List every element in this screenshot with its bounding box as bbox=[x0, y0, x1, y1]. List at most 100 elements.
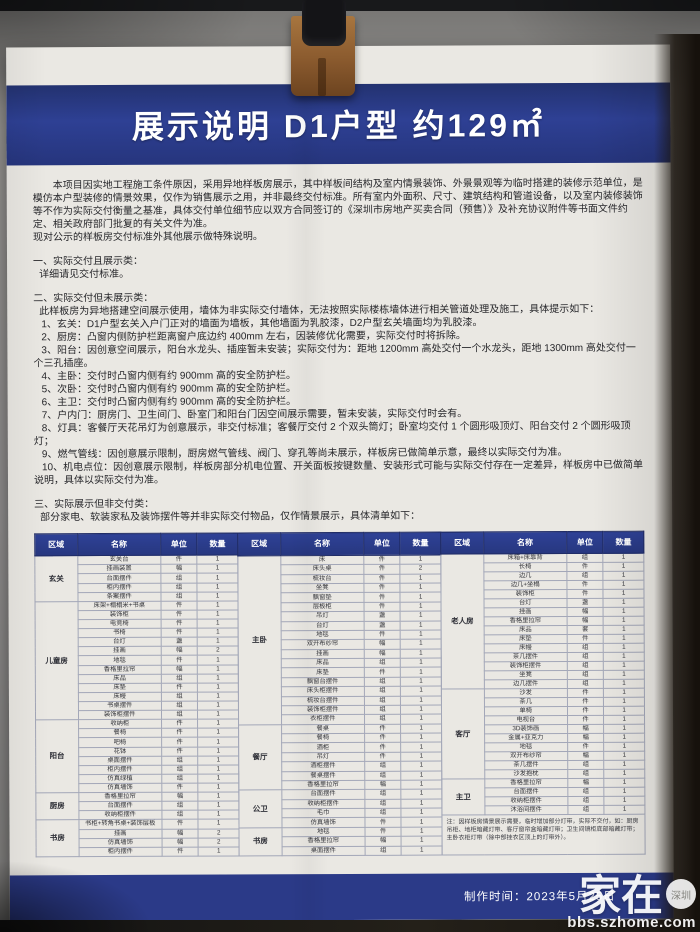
item-name-cell: 双开布纱帘 bbox=[484, 751, 568, 761]
quantity-cell: 1 bbox=[198, 764, 239, 775]
unit-cell: 件 bbox=[364, 752, 402, 762]
item-name-cell: 床幔 bbox=[483, 643, 568, 653]
item-name-cell: 床头柜摆件 bbox=[281, 686, 365, 697]
right-edge-shadow bbox=[654, 34, 700, 932]
quantity-cell: 1 bbox=[197, 655, 239, 665]
easel-clamp bbox=[289, 0, 359, 100]
quantity-cell: 1 bbox=[401, 789, 442, 799]
quantity-cell: 1 bbox=[197, 618, 239, 629]
quantity-cell: 1 bbox=[197, 555, 238, 565]
item-name-cell: 台灯 bbox=[483, 598, 567, 608]
quantity-cell: 1 bbox=[603, 697, 645, 707]
region-cell: 老人房 bbox=[440, 553, 485, 690]
easel-clamp-top bbox=[302, 0, 346, 46]
column-header: 区域 bbox=[34, 533, 78, 557]
unit-cell: 组 bbox=[364, 770, 402, 781]
unit-cell: 幅 bbox=[567, 778, 605, 788]
item-name-cell: 香格里拉帘 bbox=[77, 664, 162, 675]
item-name-cell: 仿真墙饰 bbox=[78, 783, 162, 793]
unit-cell: 件 bbox=[363, 564, 401, 575]
unit-cell: 件 bbox=[161, 655, 198, 665]
list-item: 10、机电点位：因创意展示限制，样板房部分机电位置、开关面板按键数量、安装形式可… bbox=[33, 459, 644, 487]
unit-cell: 幅 bbox=[567, 751, 605, 761]
item-name-cell: 床垫 bbox=[483, 634, 568, 644]
item-name-cell: 台面摆件 bbox=[281, 789, 365, 800]
item-name-cell: 柜内摆件 bbox=[78, 765, 162, 775]
quantity-cell: 1 bbox=[197, 710, 239, 720]
quantity-cell: 1 bbox=[400, 686, 442, 696]
item-name-cell: 衣柜摆件 bbox=[281, 714, 365, 725]
watermark: 家在 深圳 bbs.szhome.com bbox=[567, 875, 696, 931]
unit-cell: 组 bbox=[364, 845, 402, 856]
corner-shadow-bottom-left bbox=[0, 862, 150, 932]
item-name-cell: 边几摆件 bbox=[483, 679, 568, 689]
unit-cell: 件 bbox=[567, 697, 604, 707]
unit-cell: 件 bbox=[161, 819, 199, 829]
item-name-cell: 边几 bbox=[483, 571, 567, 581]
unit-cell: 件 bbox=[363, 573, 401, 584]
item-name-cell: 香格里拉帘 bbox=[78, 792, 162, 802]
quantity-cell: 1 bbox=[604, 760, 645, 770]
region-cell: 主卧 bbox=[237, 555, 282, 725]
item-name-cell: 梳妆台 bbox=[280, 574, 364, 584]
unit-cell: 幅 bbox=[566, 616, 604, 626]
column-header: 数量 bbox=[197, 532, 238, 556]
item-name-cell: 床幔 bbox=[78, 692, 162, 702]
item-name-cell: 双开布纱帘 bbox=[280, 639, 365, 650]
quantity-cell: 1 bbox=[400, 573, 441, 584]
unit-cell: 幅 bbox=[567, 724, 604, 734]
unit-cell: 组 bbox=[161, 710, 198, 720]
quantity-cell: 1 bbox=[197, 582, 238, 592]
item-name-cell: 挂画 bbox=[483, 607, 567, 617]
quantity-cell: 1 bbox=[198, 801, 239, 811]
unit-cell: 件 bbox=[363, 592, 401, 603]
poster-body: 本项目因实地工程施工条件原因，采用异地样板房展示，其中样板间结构及室内情景装饰、… bbox=[7, 163, 674, 858]
item-name-cell: 吊灯 bbox=[280, 611, 364, 622]
unit-cell: 件 bbox=[161, 728, 198, 738]
item-name-cell: 装饰柜 bbox=[483, 589, 567, 599]
item-name-cell: 床架+榻榻米+书桌 bbox=[77, 601, 161, 611]
quantity-cell: 1 bbox=[603, 670, 645, 680]
unit-cell: 件 bbox=[567, 688, 604, 698]
unit-cell: 组 bbox=[567, 670, 604, 680]
item-name-cell: 书椅 bbox=[77, 628, 162, 638]
item-name-cell: 茶几摆件 bbox=[483, 652, 568, 662]
quantity-cell: 1 bbox=[198, 810, 239, 820]
unit-cell: 组 bbox=[161, 755, 199, 766]
items-table-group: 区域 名称 单位 数量 玄关 玄关台件 1 挂画装置幅 1 台面摆件组 1 柜内摆件组 1 条案摆件组 1 儿… bbox=[34, 532, 240, 857]
item-name-cell: 沙发抱枕 bbox=[484, 769, 568, 779]
quantity-cell: 1 bbox=[197, 691, 239, 702]
quantity-cell: 1 bbox=[197, 682, 239, 693]
column-header: 区域 bbox=[440, 531, 484, 555]
quantity-cell: 1 bbox=[604, 778, 645, 788]
quantity-cell: 1 bbox=[197, 564, 238, 574]
quantity-cell: 1 bbox=[400, 695, 442, 706]
unit-cell: 件 bbox=[160, 619, 198, 629]
item-name-cell: 床品 bbox=[77, 673, 162, 684]
quantity-cell: 1 bbox=[603, 553, 644, 563]
list-item: 3、阳台：因创意空间展示，阳台水龙头、插座暂未安装；实际交付为：距地 1200m… bbox=[33, 342, 636, 370]
item-name-cell: 酒柜 bbox=[281, 742, 365, 753]
quantity-cell: 1 bbox=[198, 755, 239, 765]
quantity-cell: 1 bbox=[197, 719, 239, 729]
item-name-cell: 香格里拉帘 bbox=[483, 616, 567, 626]
item-name-cell: 床 bbox=[280, 555, 364, 566]
item-name-cell: 床品 bbox=[280, 658, 365, 669]
quantity-cell: 1 bbox=[603, 616, 645, 626]
quantity-cell: 1 bbox=[604, 751, 645, 761]
unit-cell: 件 bbox=[363, 630, 401, 640]
item-name-cell: 台灯 bbox=[280, 620, 364, 631]
unit-cell: 件 bbox=[161, 846, 199, 857]
unit-cell: 幅 bbox=[161, 828, 199, 838]
item-name-cell: 餐椅 bbox=[281, 733, 365, 744]
quantity-cell: 2 bbox=[198, 828, 240, 838]
item-name-cell: 花钵 bbox=[78, 746, 162, 757]
item-name-cell: 台面摆件 bbox=[77, 573, 161, 584]
unit-cell: 件 bbox=[567, 706, 604, 716]
quantity-cell: 1 bbox=[197, 609, 239, 620]
quantity-cell: 1 bbox=[401, 779, 442, 790]
quantity-cell: 1 bbox=[401, 826, 443, 837]
item-name-cell: 收纳柜摆件 bbox=[281, 799, 365, 809]
quantity-cell: 1 bbox=[603, 580, 644, 590]
items-table-group: 区域 名称 单位 数量 老人房 床箱+床靠背组 1 长椅件 1 边几组 1 边几+坐榻件 1 装饰柜件 1 台… bbox=[440, 531, 646, 856]
